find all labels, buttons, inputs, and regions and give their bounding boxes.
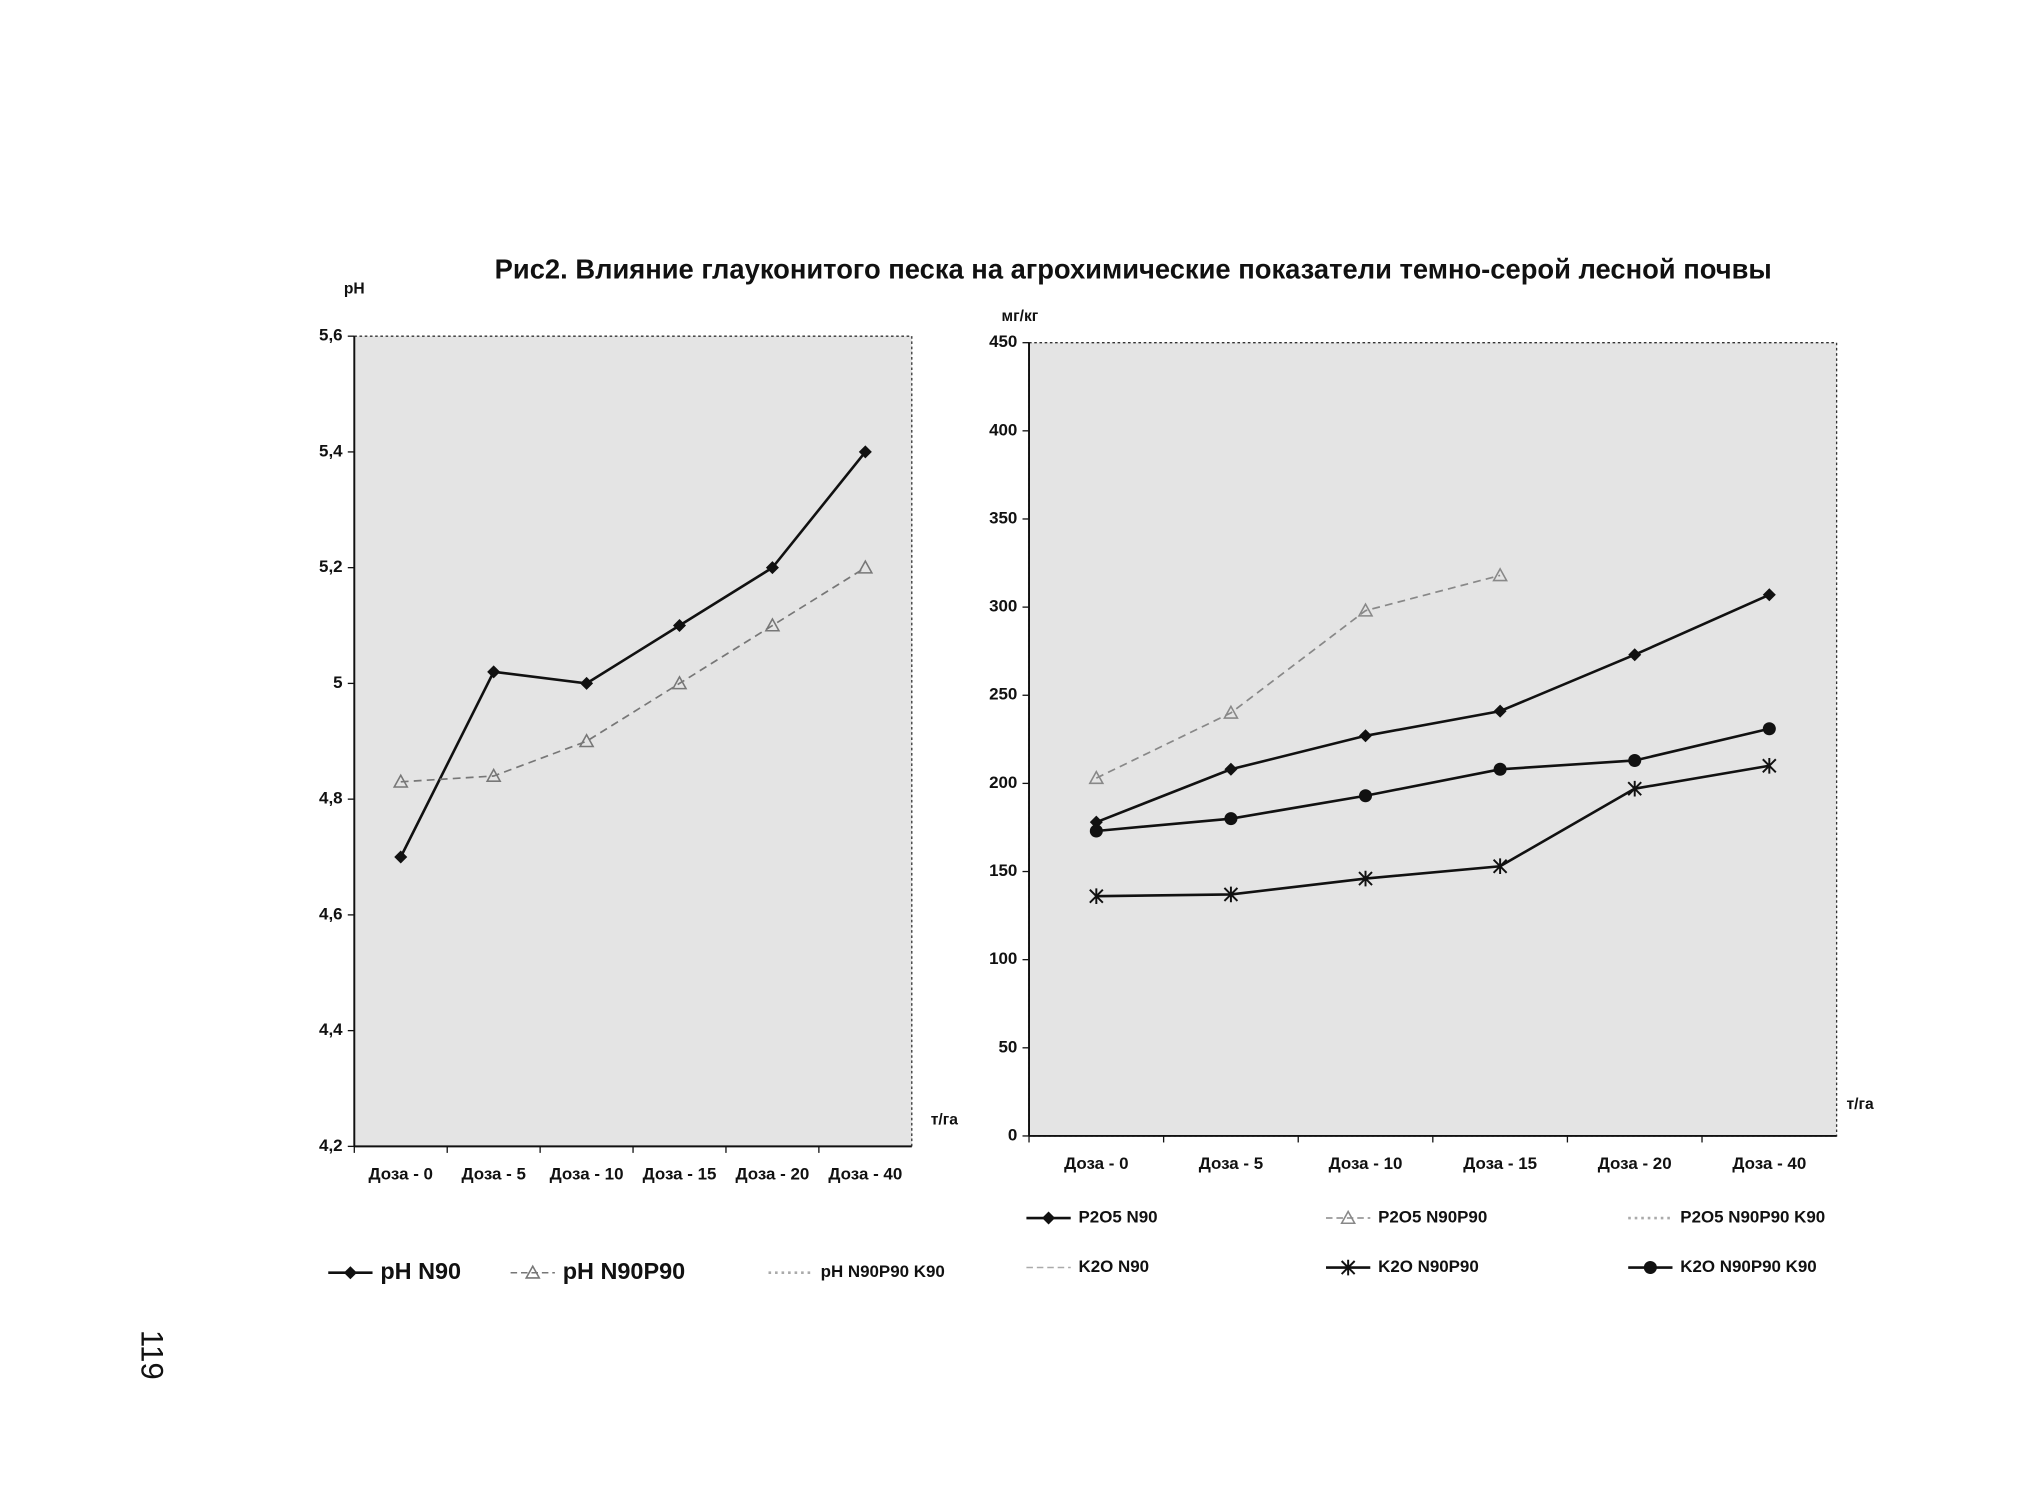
series-line xyxy=(399,451,867,858)
marker xyxy=(1042,1211,1056,1225)
y-tick-label: 5 xyxy=(333,673,342,692)
marker xyxy=(394,850,408,864)
y-tick-label: 4,6 xyxy=(319,904,343,923)
marker xyxy=(1089,888,1104,905)
y-tick-label: 5,2 xyxy=(319,557,343,576)
y-tick-label: 200 xyxy=(989,773,1017,792)
x-tick-label: Доза - 10 xyxy=(550,1164,624,1183)
x-tick-label: Доза - 15 xyxy=(643,1164,717,1183)
marker xyxy=(1762,757,1777,774)
marker xyxy=(1223,704,1239,719)
marker xyxy=(1340,1209,1356,1225)
legend-label: K2O N90P90 K90 xyxy=(1680,1257,1816,1276)
x-tick-label: Доза - 40 xyxy=(1732,1154,1806,1173)
y-tick-label: 100 xyxy=(989,949,1017,968)
x-tick-label: Доза - 5 xyxy=(1199,1154,1263,1173)
chart: 0 50 100 150 200 250 300 350 400 450 Доза - 0 Доза … xyxy=(989,308,1874,1276)
figure-title: Рис2. Влияние глауконитого песка на агро… xyxy=(495,253,1772,284)
y-tick-label: 400 xyxy=(989,420,1017,439)
marker xyxy=(1223,886,1239,903)
marker xyxy=(487,665,501,679)
marker xyxy=(1359,789,1373,803)
marker xyxy=(1762,588,1776,602)
y-tick-label: 350 xyxy=(989,508,1017,527)
legend-label: pH N90P90 K90 xyxy=(821,1262,945,1281)
y-tick-label: 300 xyxy=(989,597,1017,616)
y-axis-label: мг/кг xyxy=(1002,308,1039,325)
plot-area xyxy=(1028,342,1838,1137)
y-tick-label: 5,4 xyxy=(319,441,343,460)
marker xyxy=(1089,824,1103,838)
marker xyxy=(524,1264,541,1279)
y-tick-label: 450 xyxy=(989,332,1017,351)
x-tick-label: Доза - 0 xyxy=(369,1164,433,1183)
x-tick-label: Доза - 5 xyxy=(461,1164,525,1183)
x-tick-label: Доза - 0 xyxy=(1064,1154,1128,1173)
marker xyxy=(764,617,781,632)
marker xyxy=(858,445,872,459)
marker xyxy=(1628,753,1642,767)
legend-label: P2O5 N90P90 xyxy=(1378,1207,1487,1226)
x-tick-label: Доза - 40 xyxy=(828,1164,902,1183)
marker xyxy=(672,619,687,633)
x-tick-label: Доза - 10 xyxy=(1329,1154,1403,1173)
y-tick-label: 150 xyxy=(989,861,1017,880)
y-tick-label: 250 xyxy=(989,685,1017,704)
marker xyxy=(857,559,874,574)
y-tick-label: 4,4 xyxy=(319,1020,343,1039)
y-tick-label: 4,2 xyxy=(319,1136,343,1155)
marker xyxy=(1493,762,1507,776)
marker xyxy=(1088,769,1105,785)
marker xyxy=(1224,762,1238,776)
marker xyxy=(1224,812,1238,826)
series-line xyxy=(1096,727,1770,833)
marker xyxy=(1493,704,1507,718)
legend-label: K2O N90P90 xyxy=(1378,1257,1479,1276)
marker xyxy=(1340,1259,1356,1276)
marker xyxy=(392,773,409,788)
marker xyxy=(1357,602,1374,617)
legend-label: K2O N90 xyxy=(1079,1257,1150,1276)
y-tick-label: 5,6 xyxy=(319,326,343,345)
y-tick-label: 50 xyxy=(998,1037,1017,1056)
marker xyxy=(343,1266,357,1280)
marker xyxy=(1492,858,1508,875)
y-axis-label: pH xyxy=(344,280,365,297)
marker xyxy=(1762,722,1776,736)
legend-label: pH N90P90 xyxy=(563,1258,685,1284)
x-tick-label: Доза - 20 xyxy=(1598,1154,1672,1173)
y-tick-label: 4,8 xyxy=(319,789,343,808)
marker xyxy=(1492,567,1508,582)
x-tick-label: Доза - 20 xyxy=(735,1164,809,1183)
legend-label: pH N90 xyxy=(380,1258,461,1284)
series-line xyxy=(1096,764,1770,898)
x-axis-label: т/га xyxy=(1846,1096,1874,1113)
legend-label: P2O5 N90P90 K90 xyxy=(1680,1207,1825,1226)
marker xyxy=(485,767,502,782)
marker xyxy=(1643,1261,1657,1275)
marker xyxy=(765,561,779,575)
x-axis-label: т/га xyxy=(931,1111,959,1128)
marker xyxy=(1359,729,1373,743)
y-tick-label: 0 xyxy=(1008,1125,1017,1144)
legend-label: P2O5 N90 xyxy=(1079,1207,1158,1226)
marker xyxy=(578,733,595,748)
plot-area xyxy=(353,335,913,1148)
chart: 4,2 4,4 4,6 4,8 5 5,2 5,4 5,6 Доза - 0 Доза - 5 До… xyxy=(319,280,958,1283)
x-tick-label: Доза - 15 xyxy=(1463,1154,1537,1173)
marker xyxy=(671,675,688,690)
series-line xyxy=(1095,593,1770,824)
marker xyxy=(580,676,594,690)
marker xyxy=(1627,780,1642,797)
page-number: 119 xyxy=(135,1330,170,1380)
marker xyxy=(1358,870,1373,887)
